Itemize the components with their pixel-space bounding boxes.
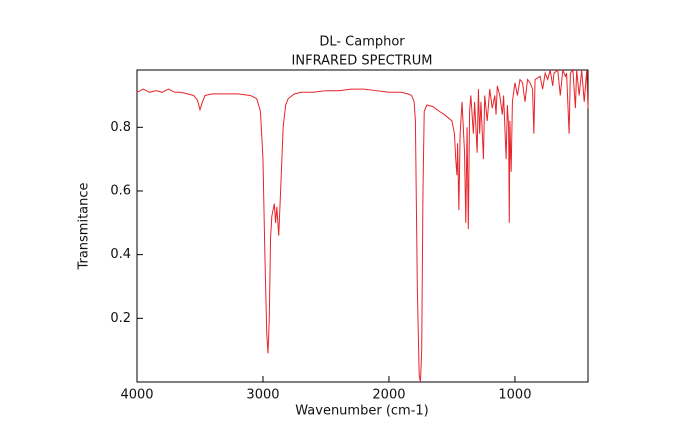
x-axis-label: Wavenumber (cm-1) (295, 404, 428, 419)
chart-subtitle: INFRARED SPECTRUM (292, 54, 433, 69)
y-tick-label: 0.8 (110, 120, 131, 135)
y-tick-label: 0.4 (110, 247, 131, 262)
y-tick-label: 0.2 (110, 311, 131, 326)
y-tick-label: 0.6 (110, 183, 131, 198)
plot-frame (136, 69, 589, 383)
x-tick-label: 2000 (372, 388, 405, 403)
chart-title: DL- Camphor (319, 35, 405, 50)
spectrum-line (136, 68, 589, 383)
y-axis-label: Transmitance (77, 182, 92, 270)
x-tick-label: 3000 (246, 388, 279, 403)
x-tick-label: 4000 (120, 388, 153, 403)
x-tick-label: 1000 (498, 388, 531, 403)
